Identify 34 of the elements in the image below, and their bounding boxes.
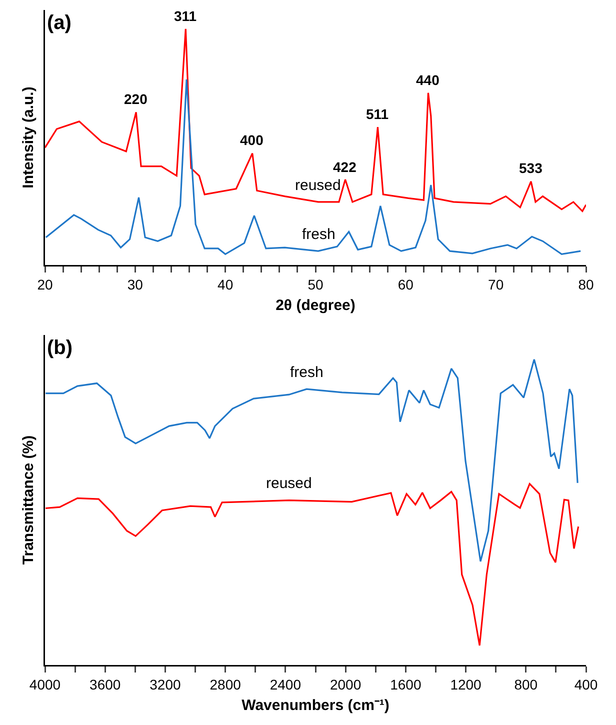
x-tick-label: 3200 — [150, 676, 181, 692]
x-tick-label: 50 — [308, 276, 324, 292]
annotation: 220 — [124, 91, 148, 107]
x-tick-label: 1600 — [390, 676, 422, 692]
series-label: fresh — [302, 226, 336, 243]
x-tick-label: 2400 — [270, 676, 302, 692]
y-axis-title: Transmittance (%) — [20, 435, 37, 565]
series-label: reused — [295, 177, 341, 194]
series-label: reused — [266, 475, 312, 492]
x-tick-label: 800 — [514, 676, 538, 692]
x-tick-label: 30 — [127, 276, 144, 292]
x-tick-label: 4000 — [29, 676, 61, 692]
chart-title: (b) — [47, 337, 73, 359]
x-axis-title: Wavenumbers (cm⁻¹) — [242, 697, 390, 714]
annotation: 511 — [366, 106, 389, 122]
x-tick-label: 40 — [218, 276, 234, 292]
x-tick-label: 400 — [574, 676, 598, 692]
annotation: 311 — [174, 8, 197, 24]
annotation: 533 — [519, 160, 543, 176]
x-tick-label: 2000 — [330, 676, 362, 692]
annotation: 440 — [416, 72, 440, 88]
series-label: fresh — [290, 364, 324, 381]
x-tick-label: 80 — [578, 276, 594, 292]
annotation: 400 — [240, 132, 264, 148]
y-axis-title: Intensity (a.u.) — [20, 86, 37, 188]
x-tick-label: 1200 — [450, 676, 482, 692]
x-tick-label: 60 — [398, 276, 414, 292]
x-axis-title: 2θ (degree) — [276, 297, 356, 314]
annotation: 422 — [333, 159, 357, 175]
x-tick-label: 3600 — [90, 676, 121, 692]
x-tick-label: 20 — [37, 276, 53, 292]
x-tick-label: 70 — [488, 276, 504, 292]
x-tick-label: 2800 — [210, 676, 242, 692]
chart-title: (a) — [47, 12, 72, 34]
